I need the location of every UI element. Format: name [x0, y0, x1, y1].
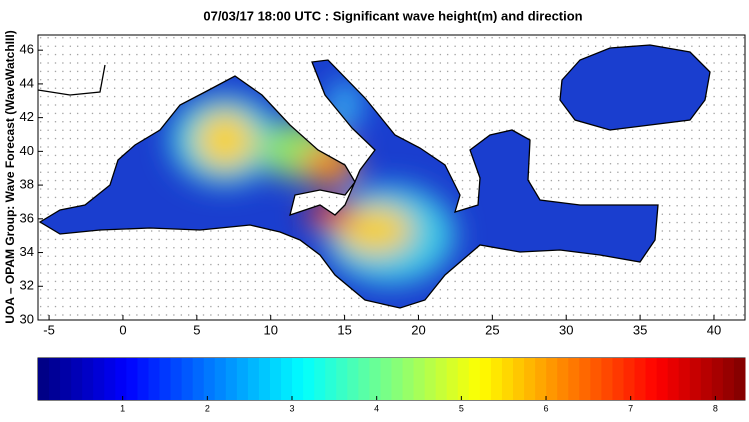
colorbar-swatch: [733, 358, 746, 400]
colorbar-swatch: [247, 358, 260, 400]
colorbar-tick-label: 6: [544, 403, 549, 413]
x-tick-label: 40: [707, 322, 721, 337]
colorbar-swatch: [513, 358, 525, 400]
colorbar-swatch: [137, 358, 149, 400]
colorbar-tick-label: 2: [205, 403, 210, 413]
colorbar-swatch: [667, 358, 680, 400]
colorbar-swatch: [424, 358, 437, 400]
colorbar-swatch: [590, 358, 602, 400]
x-tick-label: -5: [43, 322, 55, 337]
colorbar-swatch: [656, 358, 669, 400]
y-tick-label: 38: [20, 177, 34, 192]
colorbar-swatch: [601, 358, 613, 400]
colorbar-swatch: [214, 358, 227, 400]
colorbar-swatch: [82, 358, 94, 400]
colorbar-swatch: [126, 358, 138, 400]
colorbar-swatch: [258, 358, 271, 400]
plot-frame: [37, 34, 746, 321]
colorbar-swatch: [38, 358, 50, 400]
colorbar-swatch: [402, 358, 415, 400]
colorbar-swatch: [181, 358, 194, 400]
x-tick-label: 5: [193, 322, 200, 337]
colorbar-swatch: [557, 358, 569, 400]
colorbar-swatch: [689, 358, 702, 400]
colorbar-swatch: [159, 358, 172, 400]
y-tick-label: 34: [20, 244, 34, 259]
colorbar-swatch: [446, 358, 459, 400]
x-tick-label: 10: [263, 322, 277, 337]
colorbar-swatch: [203, 358, 216, 400]
y-axis-label: UOA – OPAM Group: Wave Forecast (WaveWat…: [3, 30, 17, 323]
colorbar-swatch: [104, 358, 116, 400]
colorbar-swatch: [612, 358, 624, 400]
colorbar-swatch: [479, 358, 492, 400]
colorbar-swatch: [623, 358, 636, 400]
colorbar-tick-label: 3: [290, 403, 295, 413]
colorbar-swatch: [60, 358, 72, 400]
colorbar-tick-label: 4: [374, 403, 379, 413]
coastline: [37, 44, 711, 309]
colorbar-swatch: [711, 358, 724, 400]
y-tick-label: 46: [20, 42, 34, 57]
y-tick-label: 32: [20, 278, 34, 293]
y-tick-label: 40: [20, 143, 34, 158]
x-tick-label: 0: [119, 322, 126, 337]
y-tick-label: 30: [20, 311, 34, 326]
colorbar-swatch: [645, 358, 658, 400]
colorbar-swatch: [490, 358, 503, 400]
colorbar-swatch: [93, 358, 105, 400]
colorbar-swatch: [546, 358, 558, 400]
colorbar-tick-label: 7: [628, 403, 633, 413]
x-tick-label: 30: [559, 322, 573, 337]
colorbar-tick-label: 1: [120, 403, 125, 413]
colorbar-swatch: [314, 358, 326, 400]
colorbar-swatch: [336, 358, 348, 400]
colorbar-swatch: [722, 358, 735, 400]
title: 07/03/17 18:00 UTC : Significant wave he…: [203, 8, 582, 23]
colorbar-swatch: [170, 358, 183, 400]
colorbar-swatch: [192, 358, 205, 400]
colorbar-swatch: [524, 358, 536, 400]
colorbar-swatch: [391, 358, 404, 400]
y-tick-label: 42: [20, 109, 34, 124]
x-tick-label: 35: [633, 322, 647, 337]
colorbar-swatch: [501, 358, 514, 400]
colorbar-swatch: [435, 358, 448, 400]
colorbar-swatch: [380, 358, 392, 400]
colorbar-swatch: [49, 358, 61, 400]
colorbar-tick-label: 8: [713, 403, 718, 413]
colorbar-swatch: [347, 358, 359, 400]
colorbar-swatch: [634, 358, 647, 400]
colorbar-swatch: [236, 358, 249, 400]
colorbar-swatch: [303, 358, 315, 400]
x-tick-label: 15: [337, 322, 351, 337]
colorbar-swatch: [292, 358, 304, 400]
x-tick-label: 20: [411, 322, 425, 337]
colorbar-swatch: [678, 358, 691, 400]
colorbar-tick-label: 5: [459, 403, 464, 413]
colorbar-swatch: [535, 358, 547, 400]
colorbar-swatch: [413, 358, 426, 400]
colorbar: [38, 358, 746, 400]
colorbar-swatch: [148, 358, 161, 400]
colorbar-swatch: [369, 358, 381, 400]
colorbar-swatch: [71, 358, 83, 400]
colorbar-swatch: [700, 358, 713, 400]
colorbar-swatch: [225, 358, 238, 400]
colorbar-swatch: [358, 358, 370, 400]
colorbar-swatch: [269, 358, 282, 400]
colorbar-swatch: [579, 358, 591, 400]
y-tick-label: 44: [20, 75, 34, 90]
colorbar-swatch: [115, 358, 127, 400]
y-tick-label: 36: [20, 210, 34, 225]
x-tick-label: 25: [485, 322, 499, 337]
colorbar-swatch: [568, 358, 580, 400]
colorbar-swatch: [281, 358, 293, 400]
colorbar-swatch: [457, 358, 470, 400]
colorbar-swatch: [468, 358, 481, 400]
colorbar-swatch: [325, 358, 337, 400]
